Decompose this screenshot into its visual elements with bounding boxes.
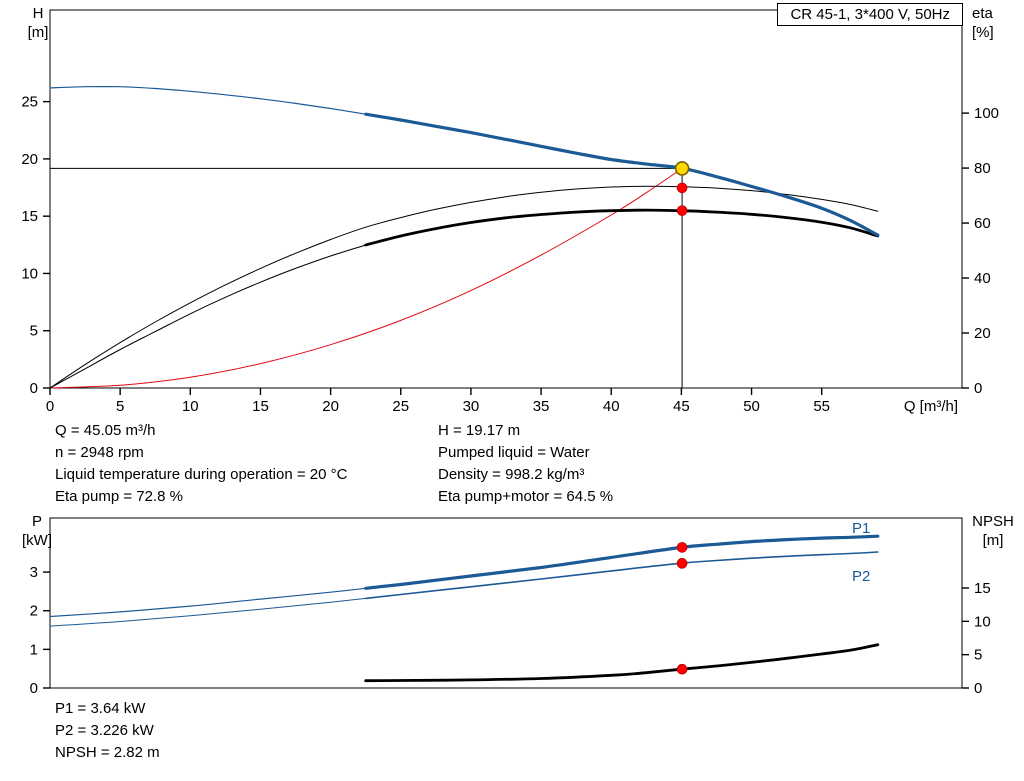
p2-curve-thin [49,597,367,627]
tick-label: 80 [974,160,991,177]
pump-model-title: CR 45-1, 3*400 V, 50Hz [777,3,963,26]
plot-border [49,9,963,389]
curve-value-marker [676,663,688,675]
tick-label: 35 [533,398,550,415]
info-npsh: NPSH = 2.82 m [55,744,160,761]
tick-label: 60 [974,215,991,232]
duty-point-marker [674,161,690,176]
info-eta-pump-motor: Eta pump+motor = 64.5 % [438,488,614,505]
curve-value-marker [676,542,688,553]
curve-value-marker [676,205,688,216]
tick-label: 0 [46,398,54,415]
tick-label: 15 [252,398,269,415]
h-axis-unit: [m] [27,24,49,41]
p-axis-unit: [kW] [22,532,52,549]
p-axis-label: P [kW] [16,512,58,550]
info-speed: n = 2948 rpm [55,444,144,461]
npsh-curve [364,643,880,683]
duty-info-left-column: Q = 45.05 m³/h n = 2948 rpm Liquid tempe… [55,420,347,508]
tick-label: 3 [30,564,38,581]
tick-label: 10 [21,265,38,282]
head-curve-thin [49,85,367,115]
x-axis-title: Q [m³/h] [904,398,958,415]
p-axis-name: P [31,513,42,530]
eta-pump-curve [49,185,879,389]
tick-label: 15 [21,208,38,225]
tick-label: 45 [673,398,690,415]
tick-label: 20 [21,151,38,168]
eta-pump-motor-curve-thin [49,244,367,389]
npsh-axis-name: NPSH [972,513,1014,530]
power-npsh-chart: 0 1 2 3 0 5 10 15 P1 P2 [30,517,991,697]
tick-label: 0 [974,380,982,397]
tick-label: 5 [974,647,982,664]
info-p2: P2 = 3.226 kW [55,722,154,739]
tick-label: 2 [30,603,38,620]
curve-value-marker [676,182,688,194]
power-info-column: P1 = 3.64 kW P2 = 3.226 kW NPSH = 2.82 m [55,698,160,764]
info-head: H = 19.17 m [438,422,521,439]
tick-label: 25 [21,94,38,111]
tick-label: 50 [743,398,760,415]
info-density: Density = 998.2 kg/m³ [438,466,585,483]
npsh-axis-label: NPSH [m] [966,512,1020,550]
qh-chart: 0 5 10 15 20 25 0 20 40 60 80 100 0 5 10 15 20 25 30 35 40 45… [21,9,999,415]
eta-pump-motor-curve-thick [364,208,880,247]
tick-label: 0 [30,680,38,697]
tick-label: 40 [974,270,991,287]
tick-label: 5 [30,323,38,340]
p1-curve-thin [49,587,367,618]
info-p1: P1 = 3.64 kW [55,700,146,717]
info-eta-pump: Eta pump = 72.8 % [55,488,183,505]
eta-axis-unit: [%] [972,24,994,41]
tick-label: 5 [116,398,124,415]
info-liquid-temperature: Liquid temperature during operation = 20… [55,466,348,483]
qh-duty-parabola [49,167,683,389]
tick-label: 40 [603,398,620,415]
tick-label: 1 [30,641,38,658]
p2-curve-thick [364,551,879,600]
h-axis-name: H [32,5,44,22]
info-pumped-liquid: Pumped liquid = Water [438,444,590,461]
tick-label: 15 [974,580,991,597]
head-curve-thick [364,112,880,237]
tick-label: 25 [392,398,409,415]
tick-label: 0 [30,380,38,397]
h-axis-label: H [m] [18,4,58,42]
tick-label: 10 [974,613,991,630]
info-flow: Q = 45.05 m³/h [55,422,156,439]
npsh-axis-unit: [m] [982,532,1004,549]
eta-axis-name: eta [972,5,993,22]
eta-axis-label: eta [%] [972,4,1018,42]
plot-border [49,517,963,689]
tick-label: 55 [813,398,830,415]
duty-info-right-column: H = 19.17 m Pumped liquid = Water Densit… [438,420,613,508]
tick-label: 100 [974,105,999,122]
tick-label: 20 [322,398,339,415]
tick-label: 0 [974,680,982,697]
series-label-p1: P1 [852,520,870,537]
curve-value-marker [676,558,688,569]
p1-curve-thick [364,534,880,590]
tick-label: 10 [182,398,199,415]
series-label-p2: P2 [852,568,870,585]
tick-label: 20 [974,325,991,342]
tick-label: 30 [463,398,480,415]
